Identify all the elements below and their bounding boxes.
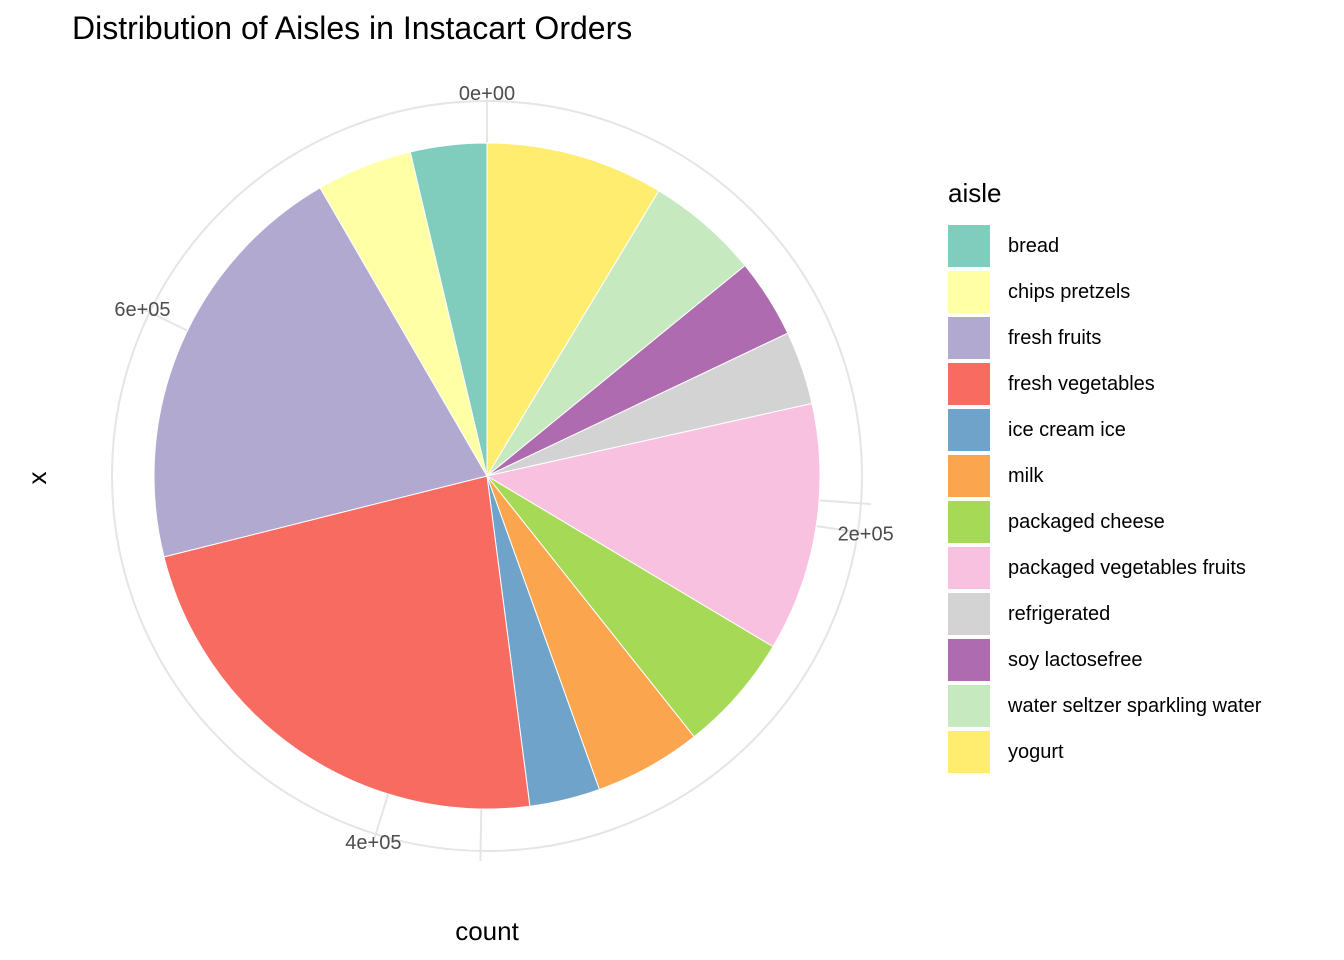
legend-swatch — [948, 363, 990, 405]
grid-line — [479, 808, 483, 861]
legend: aisle bread chips pretzels fresh fruits fre… — [948, 178, 1261, 775]
pie-slice-packaged-vegetables-fruits — [485, 402, 821, 648]
tick-label: 0e+00 — [459, 83, 515, 105]
legend-label: chips pretzels — [1008, 280, 1131, 303]
legend-label: soy lactosefree — [1008, 648, 1143, 671]
tick-label: 4e+05 — [345, 832, 401, 854]
legend-swatch — [948, 225, 990, 267]
angle-ticks: 0e+00 2e+05 4e+05 6e+05 — [114, 83, 893, 854]
tick-grid-line — [371, 793, 390, 844]
tick-label: 6e+05 — [114, 299, 170, 321]
legend-item-refrigerated: refrigerated — [948, 591, 1261, 637]
legend-swatch — [948, 409, 990, 451]
legend-item-packaged-cheese: packaged cheese — [948, 499, 1261, 545]
tick-grid-line — [140, 306, 188, 332]
legend-item-bread: bread — [948, 223, 1261, 269]
legend-swatch — [948, 547, 990, 589]
legend-label: bread — [1008, 234, 1060, 257]
grid-line — [819, 499, 872, 506]
y-axis-title: x — [22, 472, 52, 485]
legend-swatch — [948, 271, 990, 313]
pie-slice-yogurt — [486, 142, 660, 478]
legend-swatch — [948, 317, 990, 359]
legend-item-yogurt: yogurt — [948, 729, 1261, 775]
tick-label: 2e+05 — [838, 523, 894, 545]
legend-title: aisle — [948, 178, 1002, 208]
pie-slice-fresh-vegetables — [163, 475, 531, 810]
legend-item-fresh-vegetables: fresh vegetables — [948, 361, 1261, 407]
legend-label: fresh vegetables — [1008, 372, 1155, 395]
legend-label: water seltzer sparkling water — [1008, 694, 1262, 717]
legend-label: yogurt — [1008, 740, 1064, 763]
legend-swatch — [948, 685, 990, 727]
legend-label: refrigerated — [1008, 602, 1111, 625]
legend-items: bread chips pretzels fresh fruits fresh veg… — [948, 223, 1261, 775]
legend-swatch — [948, 593, 990, 635]
legend-item-chips-pretzels: chips pretzels — [948, 269, 1261, 315]
legend-item-soy-lactosefree: soy lactosefree — [948, 637, 1261, 683]
chart-title: Distribution of Aisles in Instacart Orde… — [72, 10, 633, 46]
pie-slice-bread — [409, 142, 488, 477]
legend-swatch — [948, 639, 990, 681]
legend-swatch — [948, 455, 990, 497]
x-axis-title: count — [455, 916, 519, 946]
legend-label: milk — [1008, 464, 1044, 487]
legend-swatch — [948, 501, 990, 543]
legend-label: packaged cheese — [1008, 510, 1165, 533]
tick-grid-line — [816, 524, 868, 535]
legend-item-packaged-vegetables-fruits: packaged vegetables fruits — [948, 545, 1261, 591]
legend-swatch — [948, 731, 990, 773]
legend-item-fresh-fruits: fresh fruits — [948, 315, 1261, 361]
legend-item-milk: milk — [948, 453, 1261, 499]
legend-item-ice-cream-ice: ice cream ice — [948, 407, 1261, 453]
legend-label: fresh fruits — [1008, 326, 1102, 349]
legend-label: ice cream ice — [1008, 418, 1126, 441]
pie-slices — [153, 142, 821, 810]
legend-item-water-seltzer-sparkling-water: water seltzer sparkling water — [948, 683, 1261, 729]
legend-label: packaged vegetables fruits — [1008, 556, 1246, 579]
pie-slice-fresh-fruits — [153, 187, 488, 558]
polar-grid — [111, 91, 872, 861]
